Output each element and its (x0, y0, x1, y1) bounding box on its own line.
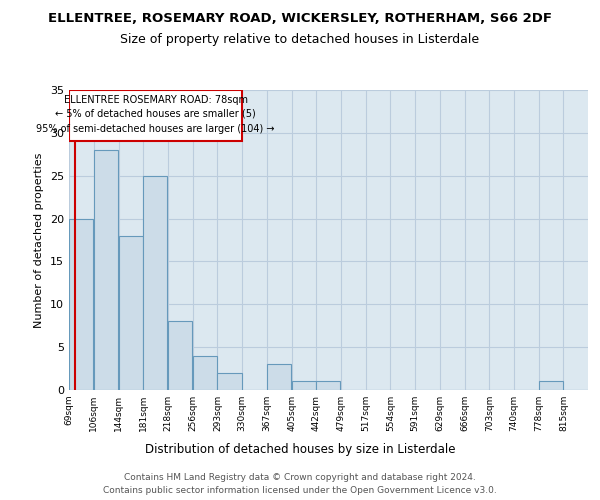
Bar (292, 382, 316, 390)
Text: ELLENTREE, ROSEMARY ROAD, WICKERSLEY, ROTHERHAM, S66 2DF: ELLENTREE, ROSEMARY ROAD, WICKERSLEY, RO… (48, 12, 552, 26)
Text: ← 5% of detached houses are smaller (5): ← 5% of detached houses are smaller (5) (55, 109, 256, 119)
Bar (193, 356, 217, 390)
Bar (266, 364, 291, 390)
Bar (217, 373, 242, 390)
Bar (94, 150, 118, 390)
Text: Size of property relative to detached houses in Listerdale: Size of property relative to detached ho… (121, 32, 479, 46)
Text: ELLENTREE ROSEMARY ROAD: 78sqm: ELLENTREE ROSEMARY ROAD: 78sqm (64, 96, 248, 106)
FancyBboxPatch shape (69, 90, 242, 142)
Text: Contains HM Land Registry data © Crown copyright and database right 2024.: Contains HM Land Registry data © Crown c… (124, 472, 476, 482)
Bar (69, 218, 93, 390)
Text: 95% of semi-detached houses are larger (104) →: 95% of semi-detached houses are larger (… (36, 124, 275, 134)
Bar (143, 176, 167, 390)
Text: Contains public sector information licensed under the Open Government Licence v3: Contains public sector information licen… (103, 486, 497, 495)
Y-axis label: Number of detached properties: Number of detached properties (34, 152, 44, 328)
Text: Distribution of detached houses by size in Listerdale: Distribution of detached houses by size … (145, 442, 455, 456)
Bar (316, 382, 340, 390)
Bar (168, 322, 192, 390)
Bar (119, 236, 143, 390)
Bar (539, 382, 563, 390)
